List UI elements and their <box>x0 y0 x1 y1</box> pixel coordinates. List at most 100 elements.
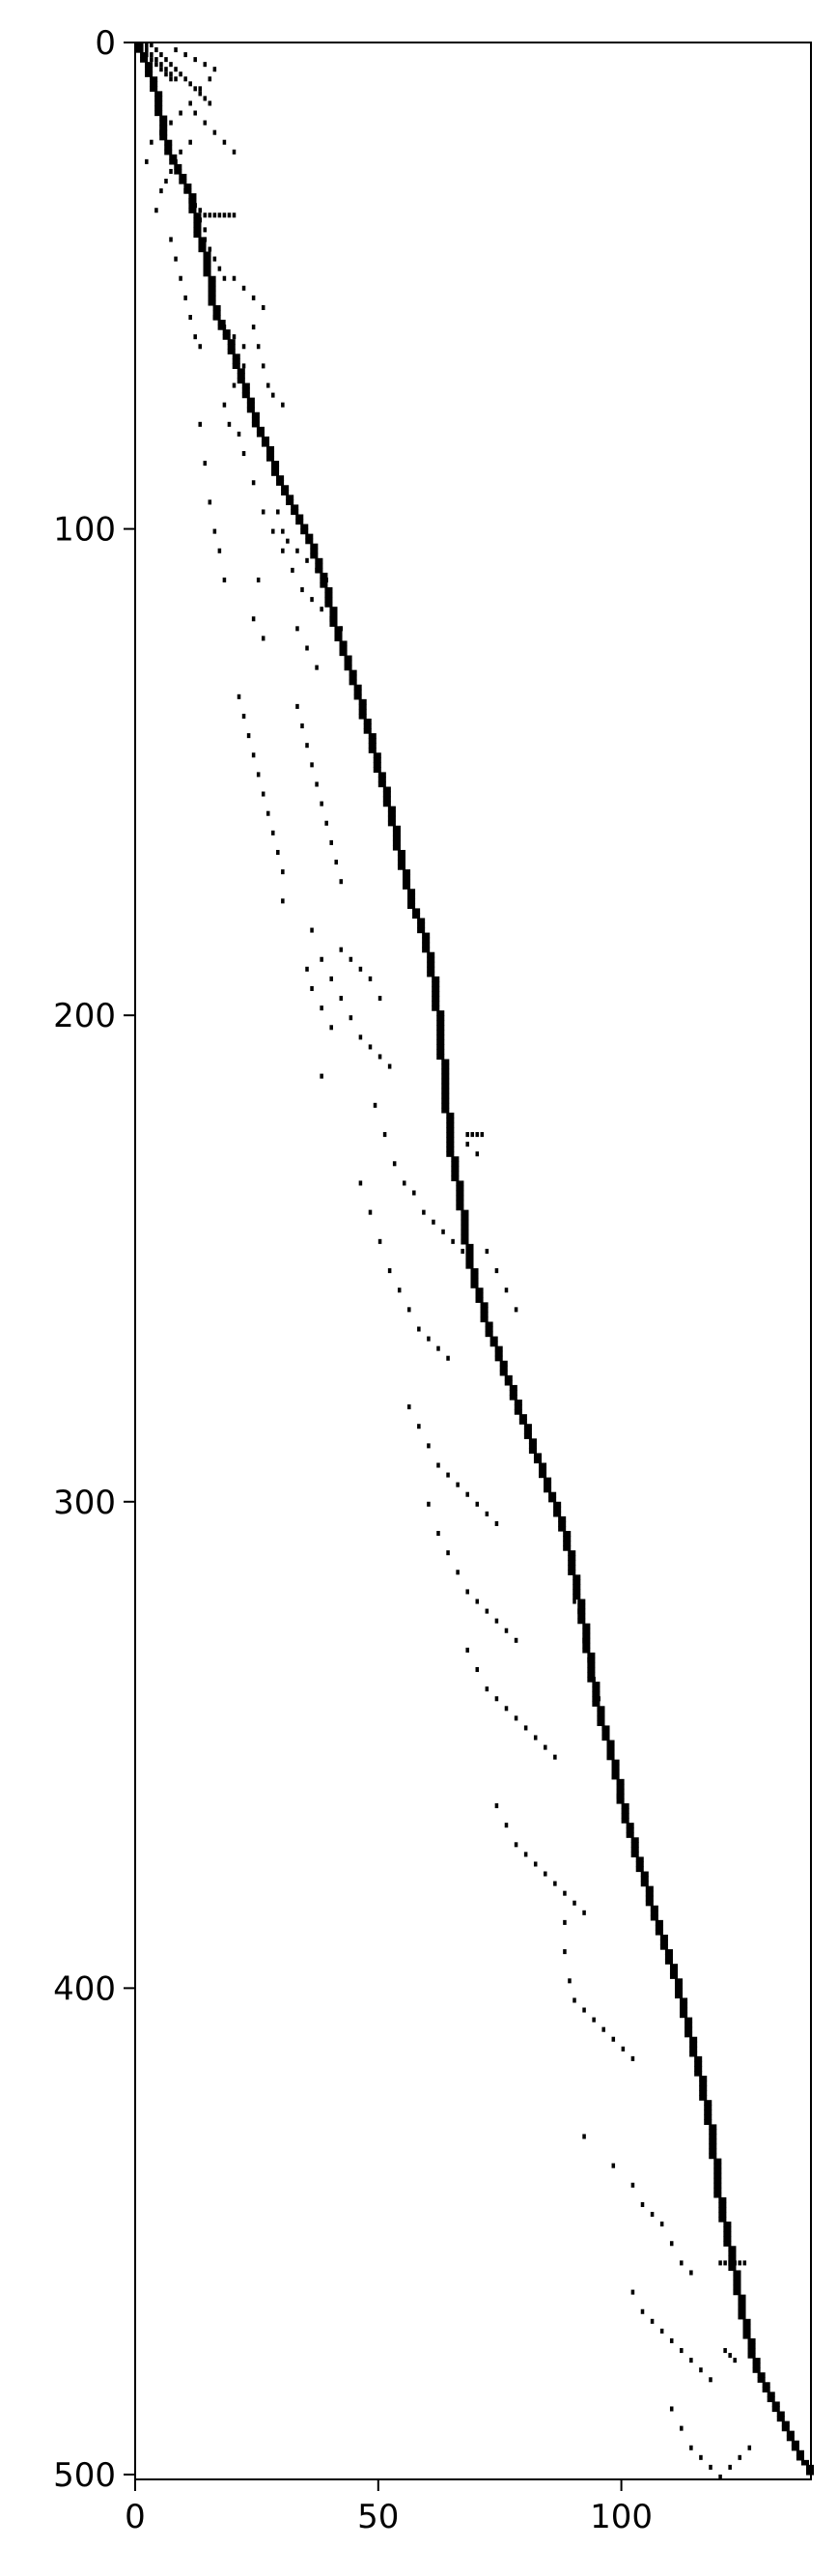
nonzero-mark <box>465 1243 474 1250</box>
nonzero-mark <box>470 1268 479 1274</box>
nonzero-mark <box>237 378 245 384</box>
nonzero-mark <box>767 2396 775 2403</box>
nonzero-mark <box>645 1885 654 1892</box>
nonzero-mark <box>475 1599 480 1604</box>
nonzero-mark <box>563 1890 567 1896</box>
nonzero-mark <box>208 290 216 297</box>
nonzero-mark <box>645 1890 654 1897</box>
nonzero-mark <box>183 52 187 58</box>
nonzero-mark <box>222 212 227 218</box>
nonzero-mark <box>523 1424 532 1430</box>
nonzero-mark <box>480 1307 489 1313</box>
nonzero-mark <box>533 1735 538 1741</box>
nonzero-mark <box>217 266 222 271</box>
nonzero-mark <box>232 149 237 155</box>
nonzero-mark <box>363 718 372 724</box>
nonzero-mark <box>723 2226 732 2232</box>
nonzero-mark <box>728 2250 737 2256</box>
nonzero-mark <box>781 2420 790 2427</box>
nonzero-mark <box>544 1871 547 1877</box>
nonzero-mark <box>465 1248 474 1255</box>
nonzero-mark <box>427 1336 431 1342</box>
nonzero-mark <box>261 304 265 310</box>
nonzero-mark <box>504 1628 509 1633</box>
nonzero-mark <box>485 1608 489 1614</box>
nonzero-mark <box>441 1107 450 1114</box>
nonzero-mark <box>193 203 197 209</box>
nonzero-mark <box>573 1900 576 1906</box>
nonzero-mark <box>344 660 352 666</box>
nonzero-mark <box>573 1594 581 1600</box>
nonzero-mark <box>616 1793 621 1798</box>
nonzero-mark <box>227 339 236 345</box>
nonzero-mark <box>645 1895 654 1902</box>
nonzero-mark <box>446 1151 455 1157</box>
nonzero-mark <box>451 1171 460 1176</box>
nonzero-mark <box>694 2060 703 2067</box>
nonzero-mark <box>212 528 217 534</box>
nonzero-mark <box>514 1307 518 1313</box>
nonzero-mark <box>664 1954 673 1960</box>
nonzero-mark <box>465 1263 474 1269</box>
nonzero-mark <box>504 1374 513 1381</box>
nonzero-mark <box>723 2222 732 2227</box>
nonzero-mark <box>373 752 381 758</box>
nonzero-mark <box>387 815 396 822</box>
nonzero-mark <box>291 509 299 516</box>
nonzero-mark <box>392 835 401 841</box>
nonzero-mark <box>489 1341 498 1347</box>
nonzero-mark <box>573 1589 581 1596</box>
nonzero-mark <box>397 855 405 861</box>
nonzero-mark <box>179 179 187 184</box>
nonzero-mark <box>271 830 275 835</box>
nonzero-mark <box>577 1599 586 1605</box>
nonzero-mark <box>183 188 192 194</box>
nonzero-mark <box>514 1715 518 1721</box>
nonzero-mark <box>397 849 405 856</box>
nonzero-mark <box>237 373 245 380</box>
nonzero-mark <box>203 96 208 101</box>
nonzero-mark <box>582 2134 586 2139</box>
nonzero-mark <box>461 1209 469 1216</box>
nonzero-mark <box>752 2363 761 2368</box>
nonzero-mark <box>568 1570 576 1575</box>
nonzero-mark <box>208 212 212 218</box>
nonzero-mark <box>183 188 187 194</box>
nonzero-mark <box>713 2158 722 2165</box>
nonzero-mark <box>738 2260 741 2266</box>
nonzero-mark <box>499 1370 508 1376</box>
nonzero-mark <box>174 168 182 175</box>
nonzero-mark <box>582 1910 586 1915</box>
nonzero-mark <box>762 2382 770 2388</box>
nonzero-mark <box>329 611 338 617</box>
nonzero-mark <box>630 1837 639 1843</box>
nonzero-mark <box>432 996 440 1002</box>
nonzero-mark <box>227 421 232 427</box>
nonzero-mark <box>582 1623 591 1629</box>
nonzero-mark <box>150 57 154 63</box>
nonzero-mark <box>377 772 386 778</box>
nonzero-mark <box>446 1146 455 1152</box>
nonzero-mark <box>718 2196 727 2203</box>
nonzero-mark <box>193 227 202 234</box>
nonzero-mark <box>461 1219 469 1226</box>
nonzero-mark <box>212 67 217 72</box>
nonzero-mark <box>611 1764 620 1770</box>
nonzero-mark <box>470 1283 479 1288</box>
nonzero-mark <box>713 2192 722 2198</box>
nonzero-mark <box>291 567 294 573</box>
nonzero-mark <box>159 115 168 122</box>
nonzero-mark <box>305 533 314 540</box>
nonzero-mark <box>461 1233 469 1240</box>
nonzero-mark <box>650 1914 658 1921</box>
nonzero-mark <box>159 52 163 58</box>
nonzero-mark <box>368 733 377 739</box>
nonzero-mark <box>305 743 309 749</box>
nonzero-mark <box>387 810 396 817</box>
nonzero-mark <box>733 2270 741 2277</box>
nonzero-mark <box>407 1404 411 1410</box>
nonzero-mark <box>582 2007 586 2013</box>
nonzero-mark <box>256 431 265 438</box>
nonzero-mark <box>363 723 372 729</box>
nonzero-mark <box>174 67 178 72</box>
